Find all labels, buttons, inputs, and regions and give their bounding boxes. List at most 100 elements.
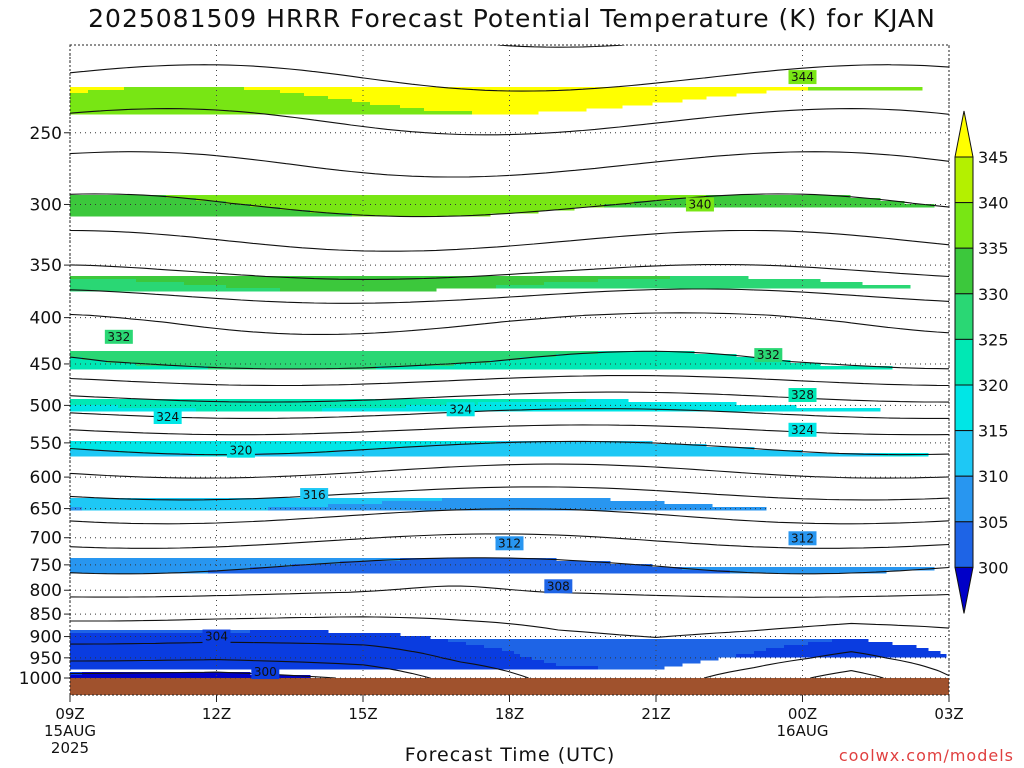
contour-label: 308 [547,579,570,593]
fill-cell [70,108,425,112]
fill-cell [634,201,905,205]
fill-cell [70,93,305,97]
y-tick-label: 250 [30,124,62,144]
contour-label-bg [754,348,783,363]
fill-cell [502,648,767,652]
fill-cell [400,558,557,562]
fill-cell [70,111,473,115]
colorbar-label: 325 [978,330,1009,349]
contour-label-bg [446,402,475,417]
x-tick-date-label: 16AUG [777,722,829,740]
fill-cell [250,567,683,571]
fill-cell [382,501,665,505]
watermark-link[interactable]: coolwx.com/models [838,746,1014,765]
fill-cell [70,204,251,208]
fill-cell [118,450,335,454]
contour-label: 312 [791,531,814,545]
contour-306 [70,616,949,638]
fill-cell [70,561,341,565]
fill-cell [70,567,251,571]
contour-340 [70,193,949,218]
fill-cell [70,666,599,670]
x-tick-label: 03Z [934,705,963,723]
contour-328 [70,374,949,387]
fill-cell [70,450,119,454]
y-axis: 250 300 350 400 450 500 550 600 650 700 750 800 850 9… [19,124,70,689]
plot-area [70,45,949,678]
contour-label-bg [202,629,231,644]
fill-cell [70,645,485,649]
contour-lines [70,45,949,678]
fill-cell [706,195,851,199]
fill-cell [544,660,701,664]
x-tick-label: 09Z [55,705,84,723]
contour-label: 304 [205,630,228,644]
fill-cell [70,402,479,406]
fill-cell [730,570,887,574]
colorbar-swatch [954,338,974,386]
contour-label-bg [104,329,133,344]
fill-cell [70,558,401,562]
fill-cell [250,630,329,634]
colorbar-label: 320 [978,376,1009,395]
filled-contours [70,87,947,678]
y-tick-label: 750 [30,556,62,576]
fill-cell [496,441,653,445]
colorbar-swatch [954,202,974,249]
fill-cell [70,657,533,661]
fill-cell [808,642,893,646]
x-tick-date-label: 15AUG [44,722,96,740]
fill-cell [598,666,665,670]
fill-cell [430,444,707,448]
colorbar-label: 340 [978,194,1009,213]
fill-cell [70,675,311,678]
fill-cell [70,453,197,457]
fill-cell [70,501,383,505]
colorbar-label: 335 [978,239,1009,258]
fill-cell [70,105,401,109]
contour-310 [70,557,949,575]
contour-label: 332 [107,330,130,344]
contour-348 [497,45,625,48]
contour-label: 344 [791,70,814,84]
contour-label: 328 [791,388,814,402]
fill-cell [784,645,917,649]
contour-label-bg [251,665,280,680]
colorbar-extend-max [954,110,974,158]
colorbar-label: 300 [978,558,1009,577]
fill-cell [244,87,809,91]
fill-cell [70,210,311,214]
fill-cell [442,498,611,502]
contour-label-bg [300,488,329,503]
fill-cell [70,570,209,574]
fill-cell [520,357,767,361]
fill-cell [70,564,293,568]
y-tick-label: 350 [30,256,62,276]
fill-cell [280,90,767,94]
ground-band [70,678,949,695]
fill-cell [544,282,863,286]
fill-cell [184,282,545,286]
fill-cell [70,633,401,637]
contour-label: 324 [156,410,179,424]
fill-cell [136,279,599,283]
y-tick-label: 950 [30,649,62,669]
fill-cell [352,99,683,103]
fill-cell [472,111,539,115]
contour-label-bg [788,70,817,85]
colorbar-swatch [954,430,974,477]
contour-318 [70,463,949,479]
fill-cell [124,87,245,91]
colorbar-swatch [954,156,974,204]
fill-cell [70,363,137,367]
fill-cell [334,450,803,454]
fill-cell [70,651,515,655]
fill-cell [70,90,89,94]
fill-cell [70,351,599,355]
fill-cell [406,405,797,409]
fill-cell [70,405,119,409]
fill-cell [352,213,491,217]
fill-cell [766,648,929,652]
contour-label: 312 [498,536,521,550]
